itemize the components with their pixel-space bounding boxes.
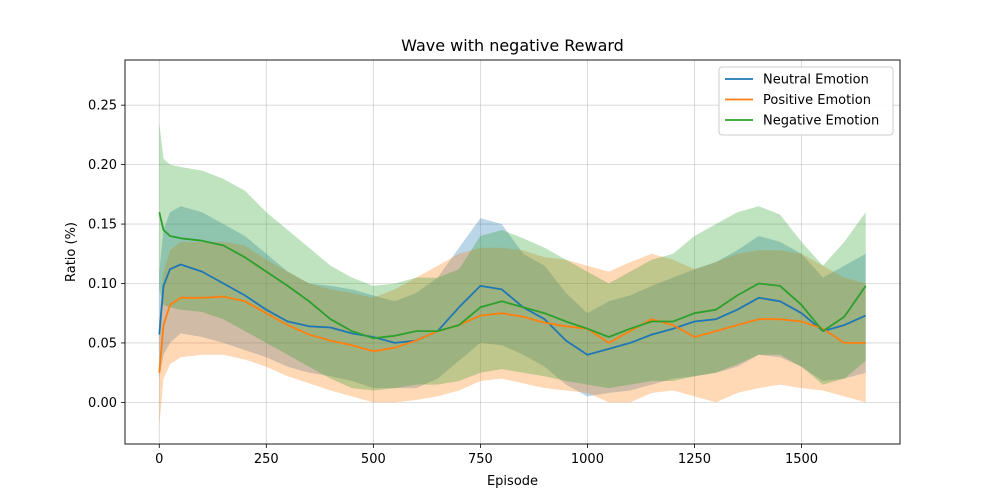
x-tick-label: 500 [361, 452, 386, 467]
plot-frame [124, 59, 901, 445]
grid-lines [125, 60, 900, 444]
x-tick-label: 1500 [785, 452, 818, 467]
y-tick-label: 0.05 [88, 336, 117, 351]
legend-label-0: Neutral Emotion [763, 73, 869, 88]
legend-label-1: Positive Emotion [763, 93, 871, 108]
x-tick-label: 1000 [571, 452, 604, 467]
line-series-0 [158, 263, 867, 356]
series-lines [158, 211, 867, 373]
legend-label-2: Negative Emotion [763, 114, 879, 129]
x-tick-label: 0 [155, 452, 163, 467]
y-tick-label: 0.10 [88, 277, 117, 292]
band-series-1 [159, 241, 866, 427]
legend: Neutral Emotion Positive Emotion Negative … [718, 66, 894, 136]
y-tick-label: 0.00 [88, 396, 117, 411]
band-series-0 [159, 206, 866, 397]
line-series-1 [158, 295, 866, 373]
y-tick-label: 0.15 [88, 218, 117, 233]
y-tick-label: 0.25 [88, 99, 117, 114]
x-axis-label: Episode [487, 474, 538, 489]
legend-box [718, 66, 894, 136]
chart-title: Wave with negative Reward [401, 36, 624, 55]
y-tick-label: 0.20 [88, 158, 117, 173]
y-axis-ticks: 0.00 0.05 0.10 0.15 0.20 0.25 [88, 99, 125, 411]
x-tick-label: 750 [468, 452, 493, 467]
y-axis-label: Ratio (%) [64, 222, 79, 282]
x-axis-ticks: 0 250 500 750 1000 1250 1500 [155, 444, 818, 467]
x-tick-label: 250 [254, 452, 279, 467]
x-tick-label: 1250 [678, 452, 711, 467]
line-series-2 [158, 211, 867, 340]
